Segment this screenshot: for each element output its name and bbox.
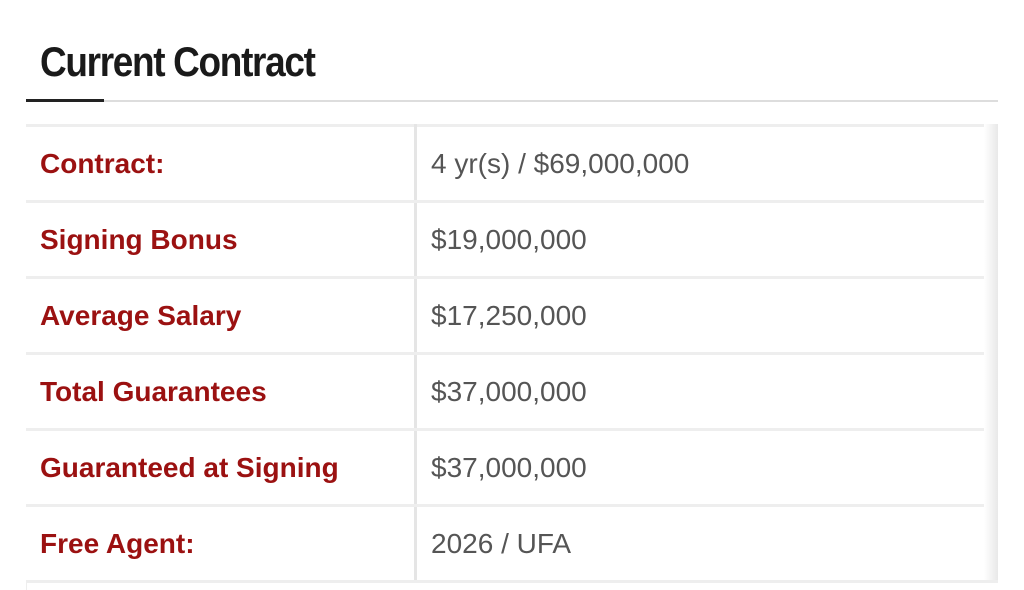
row-value: $37,000,000 [415, 429, 998, 507]
table-row: Signing Bonus $19,000,000 [26, 201, 998, 279]
row-value: 2026 / UFA [415, 505, 998, 583]
row-label: Total Guarantees [26, 353, 417, 431]
row-value: $19,000,000 [415, 201, 998, 279]
table-row: Average Salary $17,250,000 [26, 277, 998, 355]
row-label: Free Agent: [26, 505, 417, 583]
row-value: $37,000,000 [415, 353, 998, 431]
scroll-shadow [984, 124, 998, 580]
table-row: Contract: 4 yr(s) / $69,000,000 [26, 125, 998, 203]
contract-table: Contract: 4 yr(s) / $69,000,000 Signing B… [26, 124, 998, 583]
table-row: Guaranteed at Signing $37,000,000 [26, 429, 998, 507]
row-value: 4 yr(s) / $69,000,000 [415, 125, 998, 203]
row-label: Guaranteed at Signing [26, 429, 417, 507]
next-table-edge [26, 580, 999, 590]
section-title: Current Contract [40, 38, 316, 85]
row-label: Contract: [26, 125, 417, 203]
table-row: Free Agent: 2026 / UFA [26, 505, 998, 583]
divider-accent [26, 99, 104, 102]
row-label: Signing Bonus [26, 201, 417, 279]
row-value: $17,250,000 [415, 277, 998, 355]
row-label: Average Salary [26, 277, 417, 355]
divider [26, 100, 998, 102]
table-row: Total Guarantees $37,000,000 [26, 353, 998, 431]
